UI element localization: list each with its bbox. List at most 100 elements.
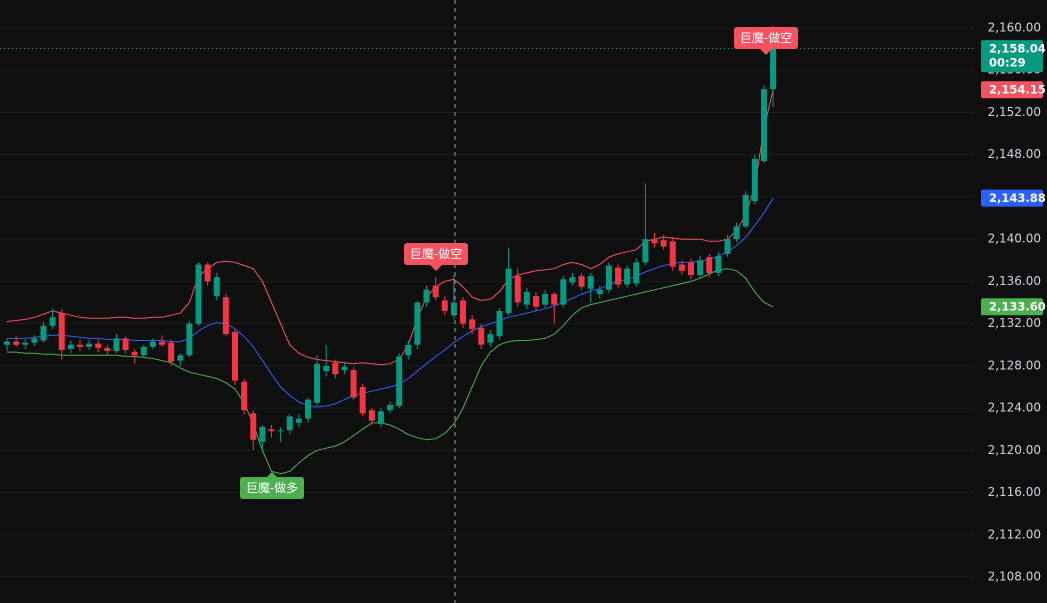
- candle-body: [304, 399, 311, 419]
- y-tick-label: 2,120.00: [988, 443, 1041, 457]
- y-tick-label: 2,108.00: [988, 570, 1041, 584]
- candle-body: [350, 370, 357, 398]
- candle-body: [478, 327, 485, 345]
- candle-body: [159, 341, 166, 345]
- candle-body: [578, 276, 585, 287]
- y-tick-label: 2,140.00: [988, 232, 1041, 246]
- y-tick-label: 2,136.00: [988, 274, 1041, 288]
- candle-body: [286, 416, 293, 431]
- y-tick-label: 2,128.00: [988, 358, 1041, 372]
- y-tick-label: 2,148.00: [988, 147, 1041, 161]
- y-tick-label: 2,152.00: [988, 105, 1041, 119]
- candle-body: [469, 319, 476, 329]
- candle-body: [359, 386, 366, 414]
- candle-body: [414, 302, 421, 345]
- candle-body: [259, 427, 266, 442]
- candle-body: [113, 338, 120, 352]
- signal-label: 巨魔-做空: [740, 30, 792, 45]
- signal-arrow: [760, 49, 772, 55]
- y-tick-label: 2,116.00: [988, 485, 1041, 499]
- candle-body: [204, 264, 211, 282]
- candle-body: [149, 341, 156, 347]
- candle-body: [423, 289, 430, 303]
- candle-body: [232, 332, 238, 381]
- candle-body: [770, 48, 777, 90]
- candle-body: [31, 338, 38, 343]
- candle-body: [523, 291, 530, 305]
- candle-body: [460, 300, 466, 324]
- candle-body: [560, 279, 567, 305]
- candle-body: [140, 346, 147, 356]
- candle-body: [551, 294, 558, 305]
- candle-body: [697, 260, 704, 276]
- candle-body: [633, 262, 640, 284]
- signal-box: [404, 243, 468, 265]
- price-tag: [981, 40, 1043, 73]
- candle-body: [660, 240, 667, 247]
- candle-body: [104, 347, 111, 352]
- signal-short: 巨魔-做空: [734, 27, 798, 55]
- candle-body: [450, 302, 457, 316]
- candle-body: [496, 310, 503, 337]
- candle-body: [131, 352, 138, 356]
- candle-body: [241, 381, 248, 411]
- candle-body: [58, 313, 65, 351]
- candle-body: [122, 338, 129, 351]
- candle-body: [706, 257, 713, 273]
- candle-body: [596, 289, 603, 295]
- candle-body: [22, 342, 29, 345]
- candle-body: [222, 297, 229, 335]
- signal-long: 巨魔-做多: [240, 472, 304, 499]
- candle-body: [505, 268, 512, 314]
- price-tag: [981, 81, 1043, 99]
- candle-body: [542, 294, 549, 305]
- price-tag-label: 2,158.04: [989, 42, 1046, 56]
- candle-body: [715, 256, 722, 273]
- signal-box: [240, 477, 304, 499]
- candle-body: [642, 239, 649, 263]
- price-tag: [981, 298, 1043, 316]
- signal-arrow: [266, 472, 278, 478]
- candle-body: [76, 344, 83, 347]
- candle-body: [678, 264, 685, 271]
- signal-label: 巨魔-做空: [410, 246, 462, 261]
- candle-body: [277, 430, 284, 432]
- candle-body: [341, 366, 348, 371]
- price-tag-label: 2,133.60: [989, 300, 1046, 314]
- candle-body: [760, 89, 767, 162]
- y-tick-label: 2,132.00: [988, 316, 1041, 330]
- candle-body: [67, 344, 74, 349]
- signal-arrow: [430, 265, 442, 271]
- price-tag-label: 2,143.88: [989, 191, 1046, 205]
- candle-body: [368, 410, 375, 421]
- price-tag-label: 2,154.15: [989, 83, 1046, 97]
- candle-body: [514, 276, 521, 303]
- candle-body: [688, 262, 694, 276]
- candle-body: [40, 325, 47, 341]
- candle-body: [751, 158, 758, 202]
- candle-body: [332, 362, 339, 375]
- candle-body: [405, 344, 412, 356]
- candle-body: [387, 404, 394, 411]
- candle-body: [396, 356, 403, 406]
- candle-body: [168, 342, 175, 362]
- candle-body: [213, 277, 220, 297]
- candle-body: [250, 413, 257, 440]
- candle-body: [605, 265, 612, 290]
- candle-body: [587, 276, 594, 289]
- candle-body: [268, 429, 275, 432]
- signal-short: 巨魔-做空: [404, 243, 468, 271]
- candle-body: [13, 341, 20, 345]
- candle-body: [195, 264, 202, 324]
- signal-box: [734, 27, 798, 49]
- candle-body: [295, 418, 302, 423]
- candle-body: [441, 300, 448, 311]
- y-tick-label: 2,112.00: [988, 527, 1041, 541]
- candle-body: [615, 267, 622, 285]
- y-tick-label: 2,124.00: [988, 401, 1041, 415]
- plot: [0, 25, 975, 475]
